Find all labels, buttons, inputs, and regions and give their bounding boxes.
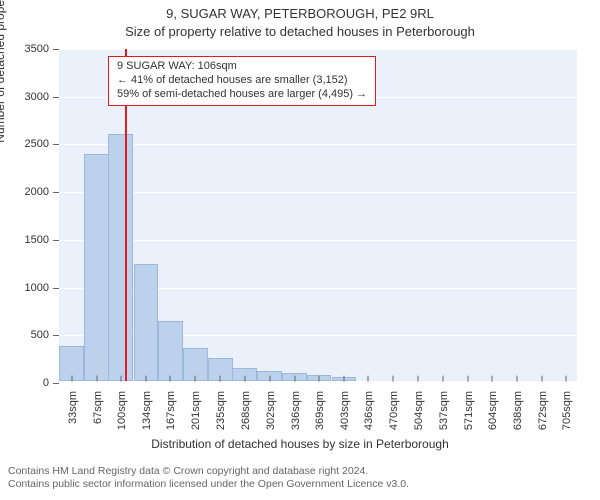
x-tick-label: 100sqm — [114, 381, 128, 430]
annotation-line3: 59% of semi-detached houses are larger (… — [117, 88, 367, 102]
chart-title-line1: 9, SUGAR WAY, PETERBOROUGH, PE2 9RL — [0, 6, 600, 21]
x-tick-label: 235sqm — [213, 381, 227, 430]
x-tick-label: 571sqm — [461, 381, 475, 430]
x-tick-label: 67sqm — [90, 381, 104, 424]
x-tick-label: 33sqm — [65, 381, 79, 424]
footer-line2: Contains public sector information licen… — [8, 478, 409, 491]
x-tick-label: 672sqm — [535, 381, 549, 430]
x-tick-label: 470sqm — [386, 381, 400, 430]
gridline — [59, 144, 577, 145]
x-tick-label: 268sqm — [238, 381, 252, 430]
x-tick-label: 369sqm — [312, 381, 326, 430]
x-tick-label: 167sqm — [163, 381, 177, 430]
gridline — [59, 240, 577, 241]
histogram-bar — [84, 154, 109, 381]
histogram-bar — [134, 264, 159, 381]
x-tick-label: 436sqm — [361, 381, 375, 430]
annotation-line1: 9 SUGAR WAY: 106sqm — [117, 60, 367, 74]
x-tick-label: 134sqm — [139, 381, 153, 430]
y-tick-label: 1500 — [25, 234, 59, 246]
x-tick-label: 604sqm — [485, 381, 499, 430]
x-tick-label: 504sqm — [411, 381, 425, 430]
y-axis-label: Number of detached properties — [0, 0, 7, 250]
gridline — [59, 49, 577, 50]
x-tick-label: 336sqm — [288, 381, 302, 430]
histogram-bar — [158, 321, 183, 381]
histogram-bar — [108, 134, 133, 381]
y-tick-label: 500 — [31, 329, 59, 341]
x-tick-label: 705sqm — [559, 381, 573, 430]
annotation-line2: ← 41% of detached houses are smaller (3,… — [117, 74, 367, 88]
x-tick-label: 537sqm — [436, 381, 450, 430]
x-axis-label: Distribution of detached houses by size … — [0, 437, 600, 451]
y-tick-label: 3000 — [25, 91, 59, 103]
y-tick-label: 2000 — [25, 186, 59, 198]
chart-title-line2: Size of property relative to detached ho… — [0, 24, 600, 39]
footer-attribution: Contains HM Land Registry data © Crown c… — [8, 465, 409, 491]
x-tick-label: 201sqm — [188, 381, 202, 430]
x-tick-label: 638sqm — [510, 381, 524, 430]
y-tick-label: 1000 — [25, 282, 59, 294]
y-tick-label: 2500 — [25, 138, 59, 150]
x-tick-label: 302sqm — [263, 381, 277, 430]
annotation-box: 9 SUGAR WAY: 106sqm ← 41% of detached ho… — [108, 56, 376, 106]
x-tick-label: 403sqm — [337, 381, 351, 430]
chart-root: 9, SUGAR WAY, PETERBOROUGH, PE2 9RL Size… — [0, 0, 600, 500]
gridline — [59, 192, 577, 193]
footer-line1: Contains HM Land Registry data © Crown c… — [8, 465, 409, 478]
y-tick-label: 3500 — [25, 43, 59, 55]
y-tick-label: 0 — [43, 377, 59, 389]
